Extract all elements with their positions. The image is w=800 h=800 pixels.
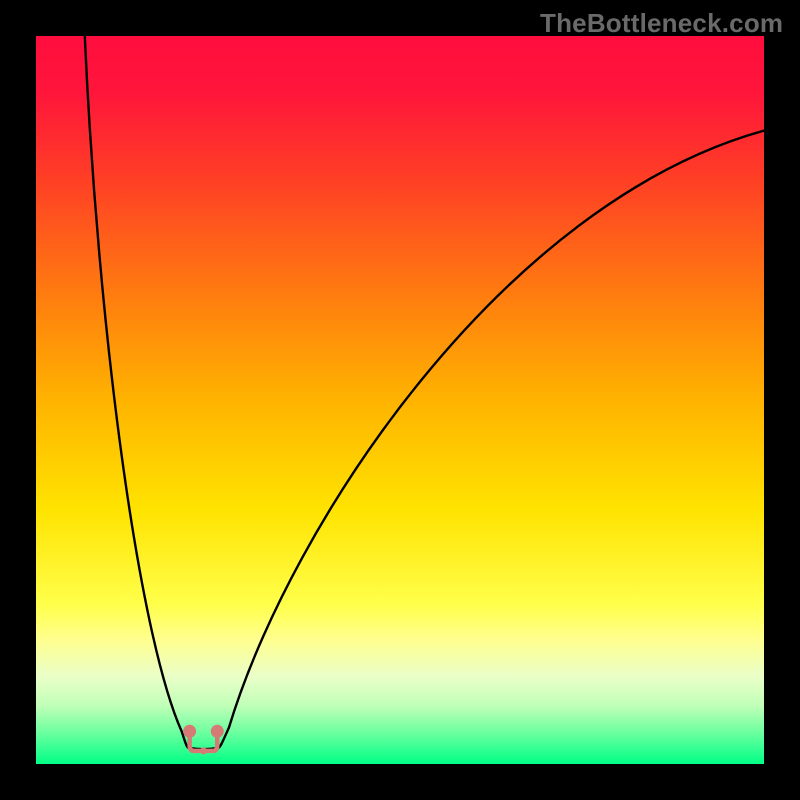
chart-svg xyxy=(36,36,764,764)
trough-point-0 xyxy=(183,725,196,738)
trough-point-1 xyxy=(211,725,224,738)
trough-mid-point xyxy=(200,747,207,754)
chart-frame xyxy=(36,36,764,764)
gradient-background xyxy=(36,36,764,764)
watermark-text: TheBottleneck.com xyxy=(540,8,783,39)
